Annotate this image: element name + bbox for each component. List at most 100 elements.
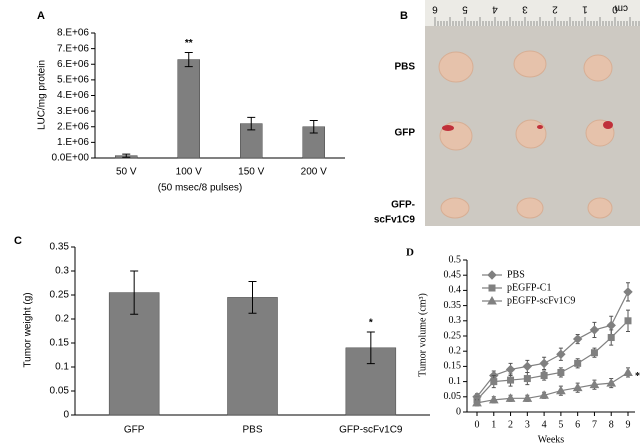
- error-bar: [366, 331, 375, 365]
- marker: [606, 320, 616, 331]
- legend-label: PBS: [507, 269, 525, 280]
- blood-spots: [442, 121, 613, 131]
- x-tick-label: 5: [558, 419, 563, 430]
- y-tick-label: 0.45: [444, 269, 462, 280]
- annotation: *: [635, 371, 640, 382]
- annotation: **: [185, 38, 193, 49]
- marker: [488, 394, 499, 404]
- marker: [505, 364, 516, 375]
- x-tick-label: GFP-scFv1C9: [339, 425, 403, 436]
- x-tick-label: 3: [525, 419, 530, 430]
- annotation: *: [369, 318, 373, 329]
- tumor: [515, 119, 547, 149]
- line: [476, 320, 629, 401]
- marker: [557, 368, 565, 376]
- x-tick-label: 200 V: [301, 167, 327, 178]
- error-bar: [130, 270, 139, 315]
- line: [476, 291, 629, 398]
- y-tick-label: 0.1: [449, 376, 462, 387]
- x-tick-label: 9: [626, 419, 631, 430]
- ruler-label: 1: [582, 3, 588, 14]
- y-tick-label: 0.1: [55, 362, 69, 373]
- x-tick-label: 1: [491, 419, 496, 430]
- bar: [227, 297, 278, 416]
- ruler-unit: cm: [615, 2, 628, 13]
- row-label: scFv1C9: [374, 215, 416, 226]
- x-tick-label: 2: [508, 419, 513, 430]
- spot: [442, 125, 454, 131]
- ruler-label: 6: [432, 3, 438, 14]
- panel-letter: C: [14, 235, 22, 247]
- marker: [589, 379, 600, 389]
- photo-background: [425, 0, 640, 226]
- y-tick-label: 0.05: [50, 386, 70, 397]
- error-bar: [122, 153, 131, 158]
- y-tick-label: 3.E+06: [57, 106, 89, 117]
- y-tick-label: 0.25: [50, 290, 70, 301]
- y-axis-label: LUC/mg protein: [37, 60, 48, 130]
- spot: [603, 121, 613, 129]
- spot: [537, 125, 543, 129]
- panel-letter: B: [400, 10, 408, 22]
- panel-letter: D: [406, 247, 414, 259]
- tumor: [587, 197, 613, 219]
- marker: [624, 317, 632, 325]
- row-label: GFP-: [391, 200, 415, 211]
- chart: A LUC/mg protein (50 msec/8 pulses) 0.0E+00…: [37, 10, 345, 194]
- legend-label: pEGFP-C1: [507, 282, 551, 293]
- error-bar: [309, 120, 318, 134]
- marker: [488, 284, 496, 292]
- marker: [523, 375, 531, 383]
- y-tick-label: 0.15: [444, 361, 462, 372]
- ruler-label: 4: [492, 3, 498, 14]
- y-tick-label: 0.4: [449, 285, 462, 296]
- x-tick-label: 6: [575, 419, 580, 430]
- y-tick-label: 1.E+06: [57, 137, 89, 148]
- y-tick-label: 0.2: [449, 345, 462, 356]
- y-tick-label: 0.2: [55, 314, 69, 325]
- marker: [556, 385, 566, 395]
- line: [476, 371, 629, 404]
- x-tick-label: 150 V: [238, 167, 264, 178]
- marker: [472, 397, 482, 407]
- y-tick-label: 2.E+06: [57, 121, 89, 132]
- marker: [539, 390, 549, 399]
- ruler-label: 2: [552, 3, 558, 14]
- row-label: PBS: [394, 62, 415, 73]
- marker: [490, 378, 498, 386]
- y-tick-label: 4.E+06: [57, 90, 89, 101]
- photo-panel: 6 5 4 3 2 1 0cm: [425, 0, 640, 226]
- ruler-label: 5: [462, 3, 468, 14]
- marker: [505, 393, 516, 402]
- y-tick-label: 0.3: [55, 266, 69, 277]
- y-tick-label: 0: [63, 410, 69, 421]
- ruler-label: 3: [522, 3, 528, 14]
- marker: [590, 349, 598, 357]
- x-tick-label: 8: [609, 419, 614, 430]
- y-tick-label: 8.E+06: [57, 28, 89, 39]
- ruler-label: 0: [612, 3, 618, 14]
- tumor: [438, 51, 474, 83]
- x-tick-label: PBS: [242, 425, 262, 436]
- y-tick-label: 5.E+06: [57, 75, 89, 86]
- tumor: [516, 197, 544, 219]
- x-tick-label: 0: [475, 419, 480, 430]
- panel-letter: A: [37, 10, 45, 22]
- bar: [177, 59, 200, 159]
- x-tick-label: 100 V: [176, 167, 202, 178]
- x-tick-label: GFP: [124, 425, 145, 436]
- chart: D Tumor volume (cm³) Weeks 0 0.05 0.1 0.15 0.2 0…: [406, 247, 640, 446]
- marker: [607, 334, 615, 342]
- y-tick-label: 0.5: [449, 254, 462, 265]
- y-tick-label: 0.05: [444, 391, 462, 402]
- chart: C Tumor weight (g) 0 0.05 0.1 0.15 0.2 0.25 0.3 0…: [14, 235, 430, 436]
- row-label: GFP: [394, 128, 415, 139]
- y-tick-label: 0.0E+00: [51, 153, 89, 164]
- tumor: [583, 54, 613, 82]
- marker: [572, 382, 583, 392]
- y-tick-label: 6.E+06: [57, 59, 89, 70]
- y-tick-label: 0.3: [449, 315, 462, 326]
- legend-label: pEGFP-scFv1C9: [507, 295, 575, 306]
- marker: [623, 367, 633, 376]
